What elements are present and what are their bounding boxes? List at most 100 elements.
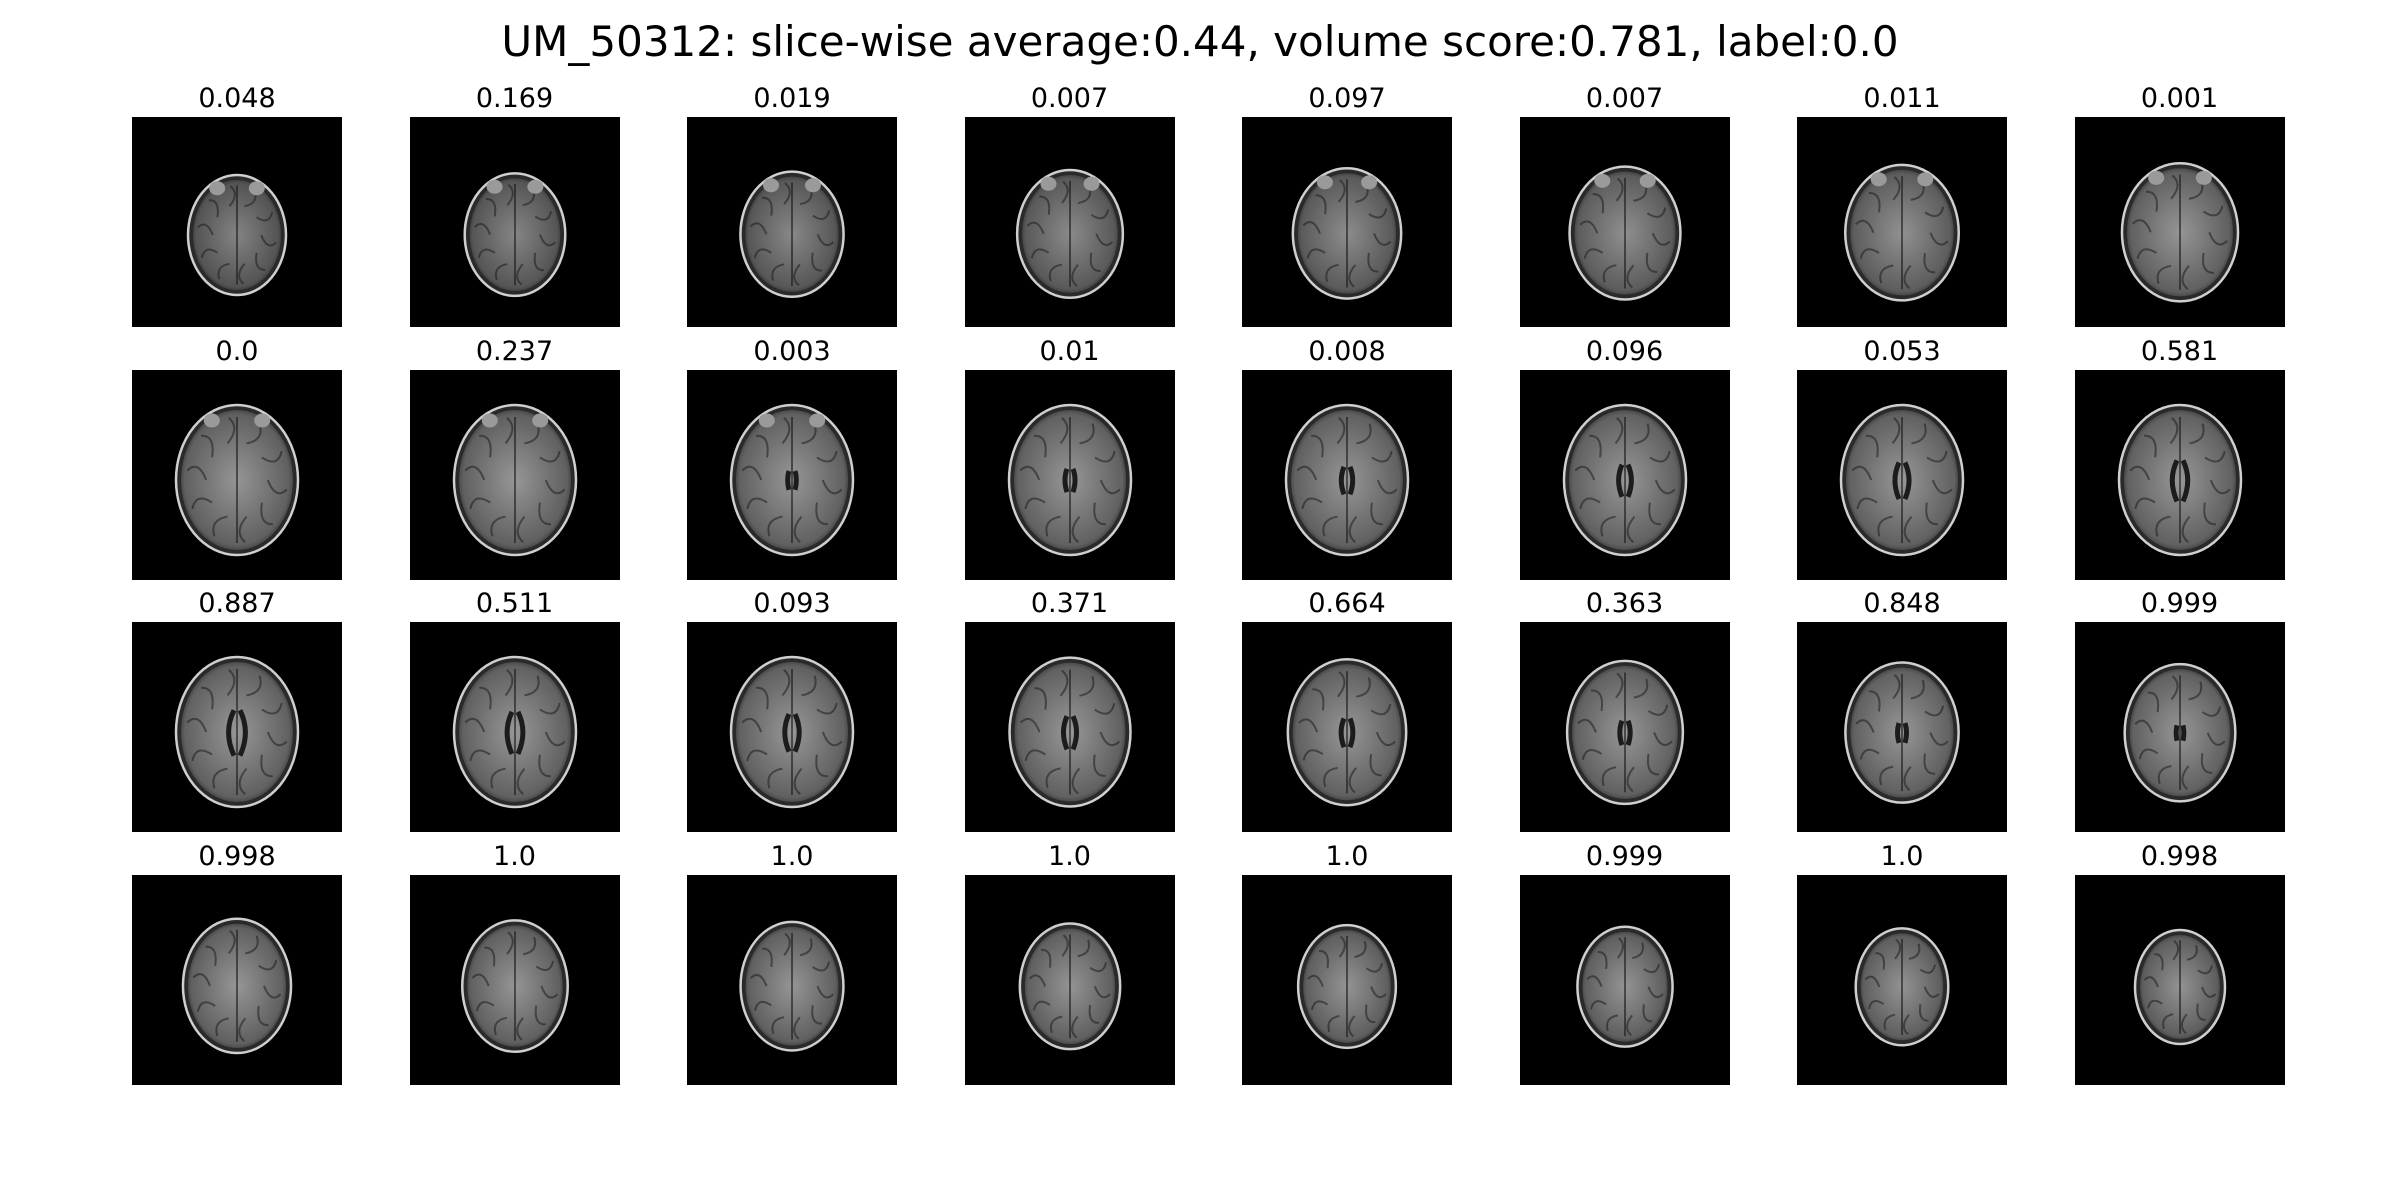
slice-image-svg <box>1839 403 1965 556</box>
slice-score-label: 0.011 <box>1863 83 1941 114</box>
slice-score-label: 1.0 <box>770 840 814 872</box>
brain-slice <box>2120 162 2239 303</box>
slice-image-svg <box>1844 163 1960 302</box>
slice-score-label: 0.511 <box>475 588 554 619</box>
slice-image <box>409 874 620 1085</box>
slice-score-label: 0.998 <box>198 840 276 872</box>
brain-slice <box>2122 662 2237 803</box>
slice-image <box>1242 117 1452 327</box>
slice-score-label: 0.371 <box>1030 588 1109 619</box>
slice-image-svg <box>1007 656 1132 808</box>
slice-score-label: 0.999 <box>1585 840 1664 872</box>
slice-image <box>132 622 342 832</box>
brain-slice <box>181 916 293 1054</box>
slice-score-label: 1.0 <box>1880 840 1924 872</box>
slice-image-svg <box>729 655 855 809</box>
slice-score-label: 0.053 <box>1863 335 1941 367</box>
slice-image <box>687 622 897 832</box>
slice-score-label: 0.363 <box>1585 588 1664 619</box>
slice-image <box>964 874 1175 1085</box>
slice-score-label: 0.581 <box>2140 335 2219 367</box>
slice-score-label: 0.237 <box>475 335 554 367</box>
slice-image <box>2074 369 2285 580</box>
slice-score-label: 0.0 <box>215 335 259 367</box>
slice-image <box>964 369 1175 580</box>
slice-image-svg <box>739 170 845 299</box>
slice-score-label: 0.999 <box>2140 588 2219 619</box>
slice-image-svg <box>1844 661 1960 804</box>
slice-score-label: 0.998 <box>2140 840 2219 872</box>
slice-image <box>409 369 620 580</box>
slice-image-svg <box>1015 168 1124 299</box>
slice-score-label: 0.169 <box>475 83 554 114</box>
slice-image-svg <box>1018 921 1121 1050</box>
brain-slice <box>452 655 577 809</box>
slice-image <box>687 369 897 580</box>
slice-image <box>687 117 897 327</box>
slice-image-svg <box>739 920 845 1052</box>
slice-image-svg <box>2122 662 2237 803</box>
brain-slice <box>1286 658 1408 807</box>
slice-score-label: 1.0 <box>1048 840 1091 872</box>
brain-slice <box>729 403 855 556</box>
slice-score-label: 0.019 <box>753 83 831 114</box>
slice-score-label: 0.848 <box>1863 588 1941 619</box>
brain-slice <box>1844 661 1960 804</box>
brain-slice <box>186 173 288 297</box>
brain-slice <box>729 655 855 809</box>
slice-image <box>409 117 620 327</box>
slice-image <box>1797 874 2007 1085</box>
slice-image-svg <box>174 403 300 556</box>
slice-image <box>1242 874 1452 1085</box>
slice-score-label: 0.093 <box>753 588 831 619</box>
slice-image-svg <box>1007 403 1132 556</box>
slice-image-svg <box>462 172 567 298</box>
slice-image <box>2074 874 2285 1085</box>
slice-score-label: 0.048 <box>198 83 276 114</box>
slice-image <box>1519 874 1730 1085</box>
brain-slice <box>1007 656 1132 808</box>
brain-slice <box>1839 403 1965 556</box>
slice-image <box>1797 369 2007 580</box>
slice-score-label: 1.0 <box>493 840 536 872</box>
slice-image-svg <box>452 655 577 809</box>
slice-image-svg <box>460 918 569 1053</box>
slice-image <box>2074 622 2285 832</box>
brain-slice <box>1565 659 1684 806</box>
slice-image-svg <box>1284 403 1410 556</box>
slice-image <box>409 622 620 832</box>
slice-score-label: 0.008 <box>1308 335 1386 367</box>
slice-image <box>132 117 342 327</box>
slice-score-label: 1.0 <box>1325 840 1369 872</box>
brain-slice <box>1015 168 1124 299</box>
slice-image-svg <box>1286 658 1408 807</box>
slice-score-label: 0.664 <box>1308 588 1386 619</box>
slice-image <box>687 874 897 1085</box>
slice-image <box>1242 622 1452 832</box>
slice-score-label: 0.887 <box>198 588 276 619</box>
brain-slice <box>1291 167 1403 300</box>
slice-score-label: 0.097 <box>1308 83 1386 114</box>
slice-score-label: 0.007 <box>1585 83 1664 114</box>
brain-slice <box>1007 403 1132 556</box>
slice-image-svg <box>1562 403 1687 556</box>
slice-image <box>964 622 1175 832</box>
brain-slice <box>1284 403 1410 556</box>
slice-image-svg <box>2117 403 2242 556</box>
slice-image <box>132 874 342 1085</box>
slice-image-svg <box>452 403 577 556</box>
slice-score-label: 0.001 <box>2140 83 2219 114</box>
slice-image <box>1797 117 2007 327</box>
slice-image-svg <box>1575 925 1674 1048</box>
brain-slice <box>452 403 577 556</box>
brain-slice <box>1854 926 1950 1047</box>
brain-slice <box>174 655 300 809</box>
brain-slice <box>462 172 567 298</box>
slice-image-svg <box>1854 926 1950 1047</box>
slice-image-svg <box>186 173 288 297</box>
slice-image <box>1519 622 1730 832</box>
brain-slice <box>1844 163 1960 302</box>
brain-slice <box>1296 923 1398 1049</box>
slice-score-label: 0.01 <box>1039 335 1100 367</box>
brain-slice <box>1575 925 1674 1048</box>
